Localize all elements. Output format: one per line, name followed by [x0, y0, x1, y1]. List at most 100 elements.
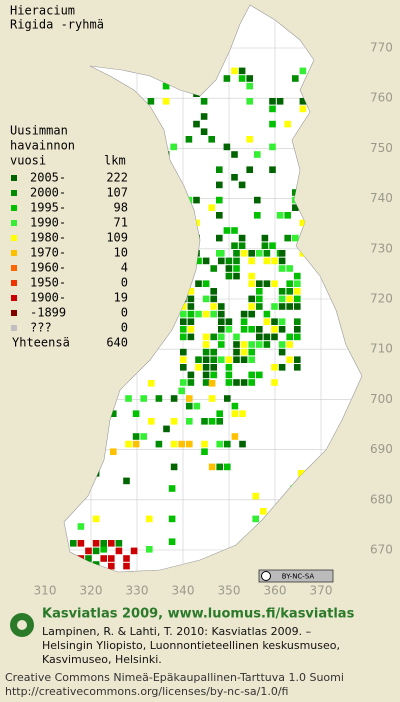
- legend-label: 2000-: [30, 186, 66, 200]
- record-square: [223, 143, 231, 151]
- record-square: [115, 547, 123, 555]
- record-square: [278, 341, 286, 348]
- record-square: [162, 82, 170, 90]
- record-square: [180, 379, 187, 386]
- record-square: [246, 98, 253, 105]
- record-square: [70, 540, 77, 547]
- legend-column: lkm: [104, 154, 126, 168]
- record-square: [218, 318, 225, 325]
- legend-column: vuosi: [10, 154, 46, 168]
- record-square: [224, 440, 231, 448]
- record-square: [210, 356, 217, 363]
- x-label: 360: [264, 584, 287, 598]
- logo: Kasviatlas 2009, www.luomus.fi/kasviatla…: [10, 607, 355, 637]
- record-square: [225, 356, 233, 363]
- record-square: [178, 440, 185, 448]
- record-square: [239, 410, 246, 417]
- record-square: [218, 250, 225, 257]
- record-square: [208, 204, 215, 211]
- record-square: [202, 364, 210, 371]
- record-square: [248, 341, 255, 348]
- record-square: [248, 257, 255, 265]
- record-square: [100, 540, 107, 547]
- record-square: [278, 295, 286, 303]
- record-square: [155, 440, 163, 448]
- record-square: [278, 288, 286, 295]
- record-square: [180, 310, 187, 318]
- record-square: [100, 546, 107, 553]
- record-square: [178, 387, 185, 395]
- record-square: [240, 356, 248, 363]
- record-square: [223, 227, 231, 234]
- record-square: [263, 250, 271, 257]
- x-label: 340: [172, 584, 195, 598]
- record-square: [180, 364, 187, 371]
- record-square: [286, 333, 293, 341]
- record-square: [240, 310, 248, 318]
- record-square: [294, 356, 301, 363]
- legend-label: 2005-: [30, 171, 66, 185]
- record-square: [269, 98, 276, 105]
- record-square: [233, 356, 240, 363]
- record-square: [299, 105, 307, 113]
- record-square: [271, 326, 278, 333]
- record-square: [225, 272, 233, 280]
- record-square: [299, 219, 307, 227]
- record-square: [246, 166, 253, 173]
- record-square: [233, 257, 240, 265]
- record-square: [170, 440, 178, 448]
- record-square: [225, 318, 233, 325]
- title: Hieracium: [10, 4, 75, 18]
- record-square: [216, 418, 223, 425]
- legend-label: 1950-: [30, 276, 66, 290]
- record-square: [218, 356, 225, 363]
- record-square: [202, 348, 210, 356]
- record-square: [231, 67, 238, 75]
- record-square: [155, 395, 163, 402]
- record-square: [269, 120, 276, 128]
- legend-swatch: [11, 295, 17, 301]
- record-square: [187, 295, 195, 303]
- record-square: [201, 418, 208, 425]
- record-square: [248, 348, 255, 356]
- record-square: [186, 402, 193, 410]
- legend-count: 0: [121, 276, 128, 290]
- record-square: [263, 318, 271, 325]
- record-square: [271, 333, 278, 341]
- record-square: [294, 326, 301, 333]
- record-square: [187, 310, 195, 318]
- y-label: 750: [370, 141, 393, 155]
- record-square: [77, 540, 85, 547]
- record-square: [170, 418, 178, 425]
- record-square: [218, 341, 225, 348]
- record-square: [276, 98, 284, 105]
- x-label: 310: [34, 584, 57, 598]
- record-square: [187, 318, 195, 325]
- record-square: [216, 166, 223, 173]
- record-square: [210, 333, 217, 341]
- x-label: 370: [310, 584, 333, 598]
- record-square: [210, 371, 217, 379]
- x-label: 330: [126, 584, 149, 598]
- record-square: [224, 463, 231, 471]
- record-square: [263, 333, 271, 341]
- record-square: [256, 280, 263, 287]
- record-square: [294, 303, 301, 310]
- record-square: [195, 280, 202, 287]
- record-square: [187, 288, 195, 295]
- record-square: [201, 448, 208, 455]
- record-square: [201, 440, 208, 448]
- record-square: [163, 425, 170, 433]
- legend: Uusimman havainnon vuosi lkm 2005- 222 200…: [10, 124, 128, 350]
- record-square: [140, 433, 147, 440]
- record-square: [233, 333, 240, 341]
- record-square: [125, 395, 132, 402]
- record-square: [271, 303, 278, 310]
- legend-swatch: [11, 220, 17, 226]
- record-square: [256, 371, 263, 379]
- record-square: [202, 257, 210, 265]
- record-square: [269, 105, 276, 113]
- record-square: [252, 515, 259, 523]
- record-square: [294, 318, 301, 325]
- record-square: [248, 371, 255, 379]
